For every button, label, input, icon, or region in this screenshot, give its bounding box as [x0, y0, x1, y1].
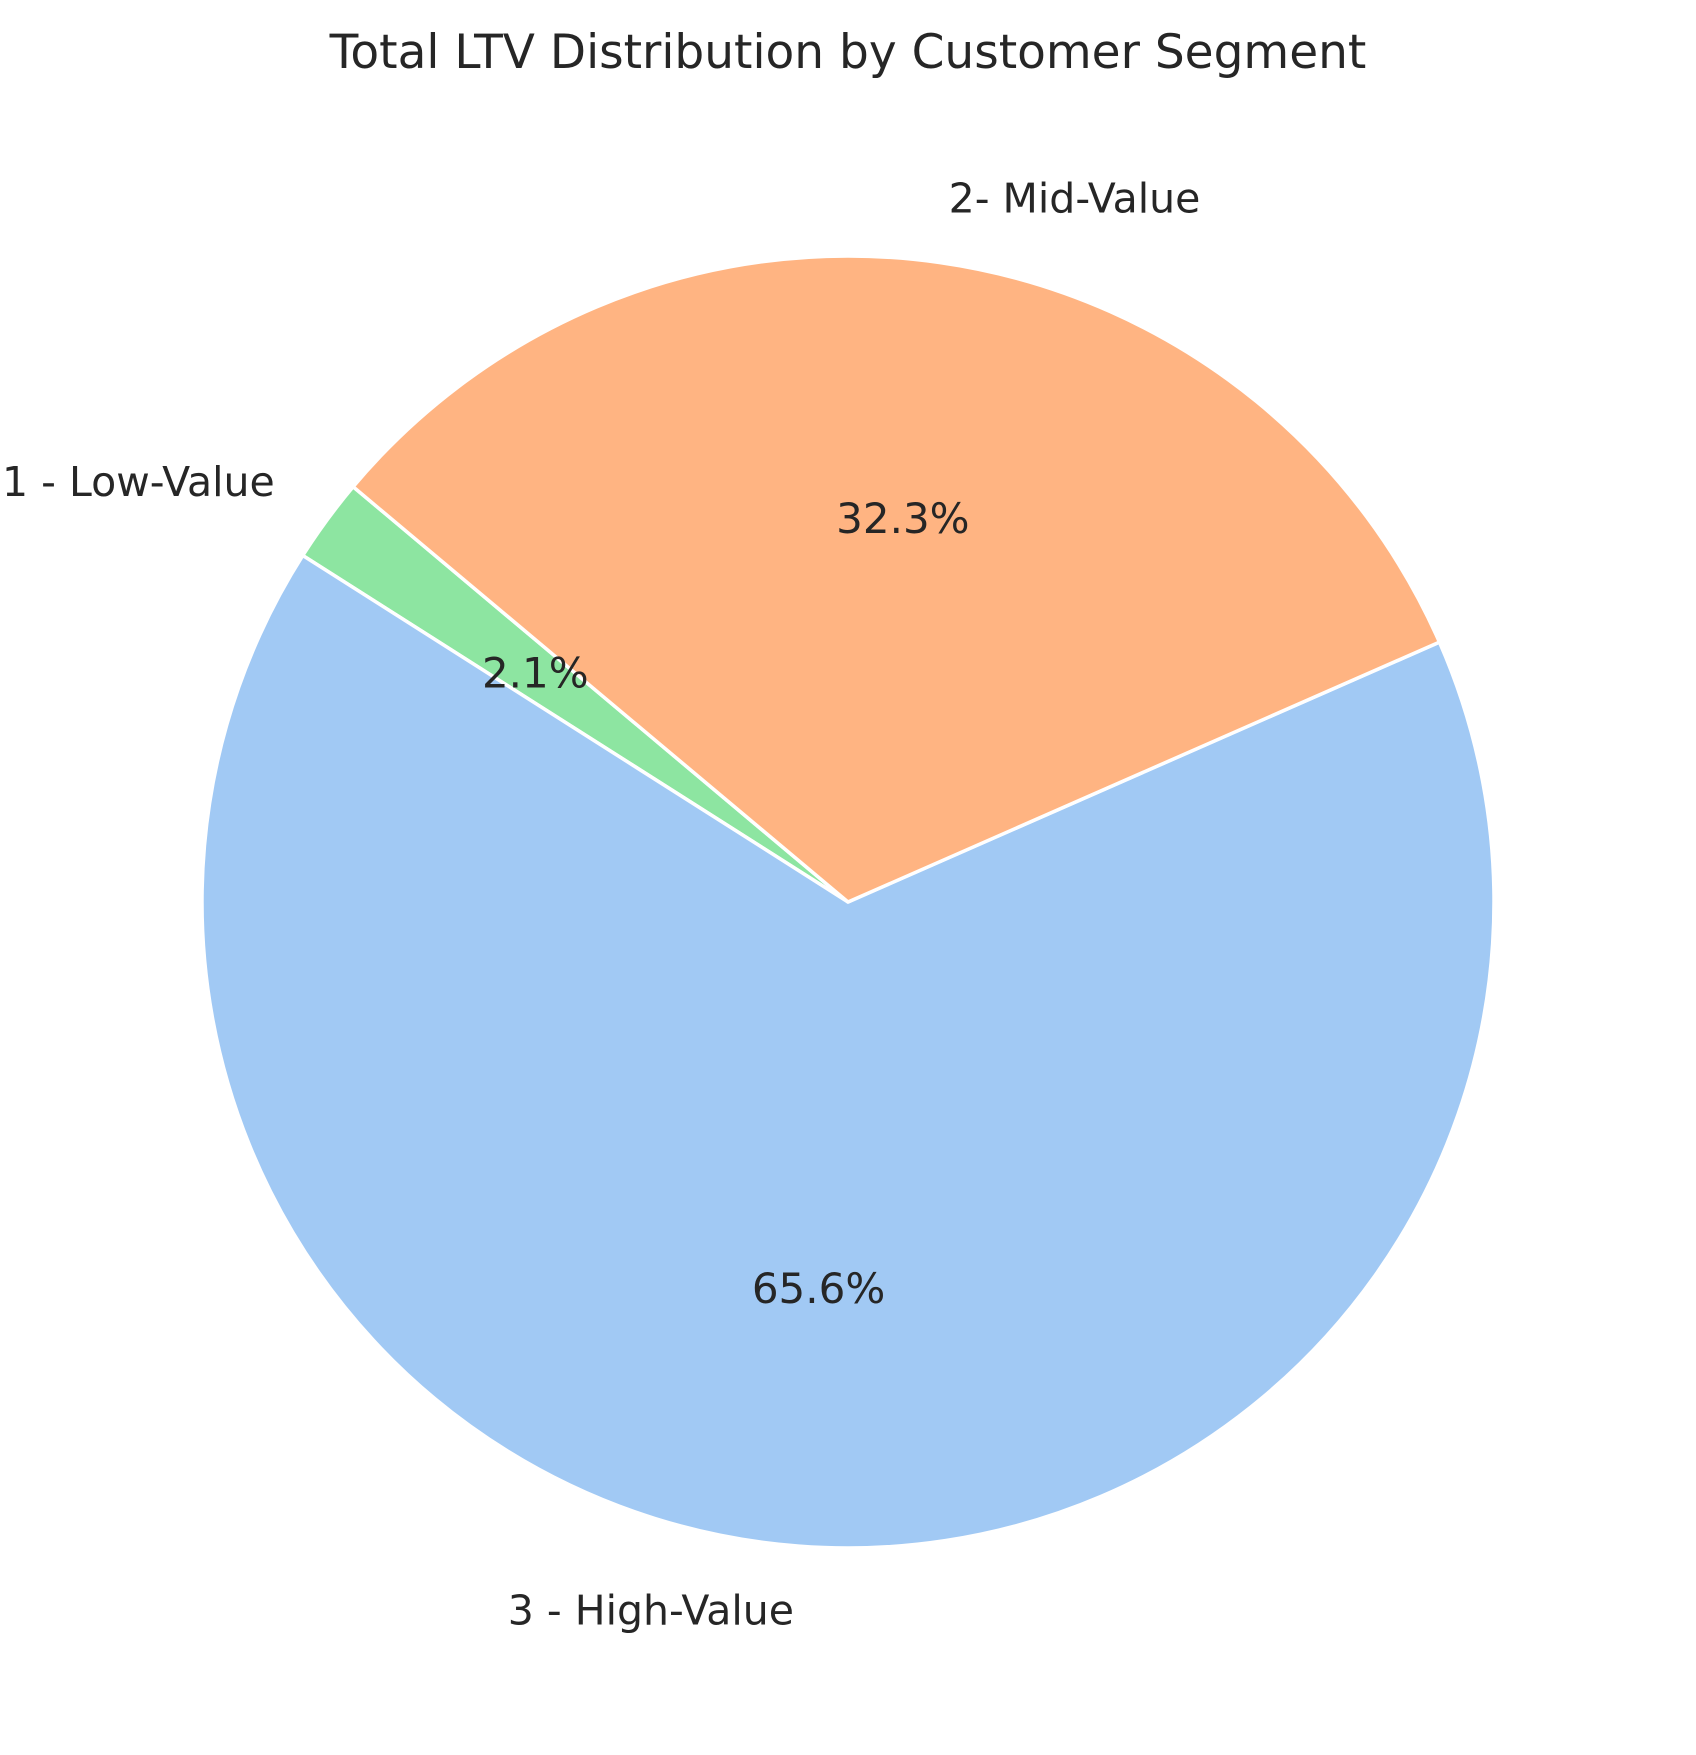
- pie-slice-2: [200, 553, 1496, 1550]
- slice-pct-label-2: 65.6%: [752, 1264, 885, 1313]
- slice-label-1: 1 - Low-Value: [2, 458, 275, 506]
- slice-pct-label-3: 32.3%: [836, 494, 969, 543]
- slice-label-2: 3 - High-Value: [508, 1587, 794, 1635]
- pie-slice-3: [351, 254, 1442, 904]
- pie-labels: 1 - Low-Value 2.1% 3 - High-Value 65.6% 2- M…: [2, 175, 1200, 1635]
- chart-title: Total LTV Distribution by Customer Segme…: [329, 25, 1367, 80]
- slice-pct-label-1: 2.1%: [482, 648, 589, 697]
- slice-label-3: 2- Mid-Value: [949, 175, 1201, 223]
- pie-slices: [200, 254, 1496, 1550]
